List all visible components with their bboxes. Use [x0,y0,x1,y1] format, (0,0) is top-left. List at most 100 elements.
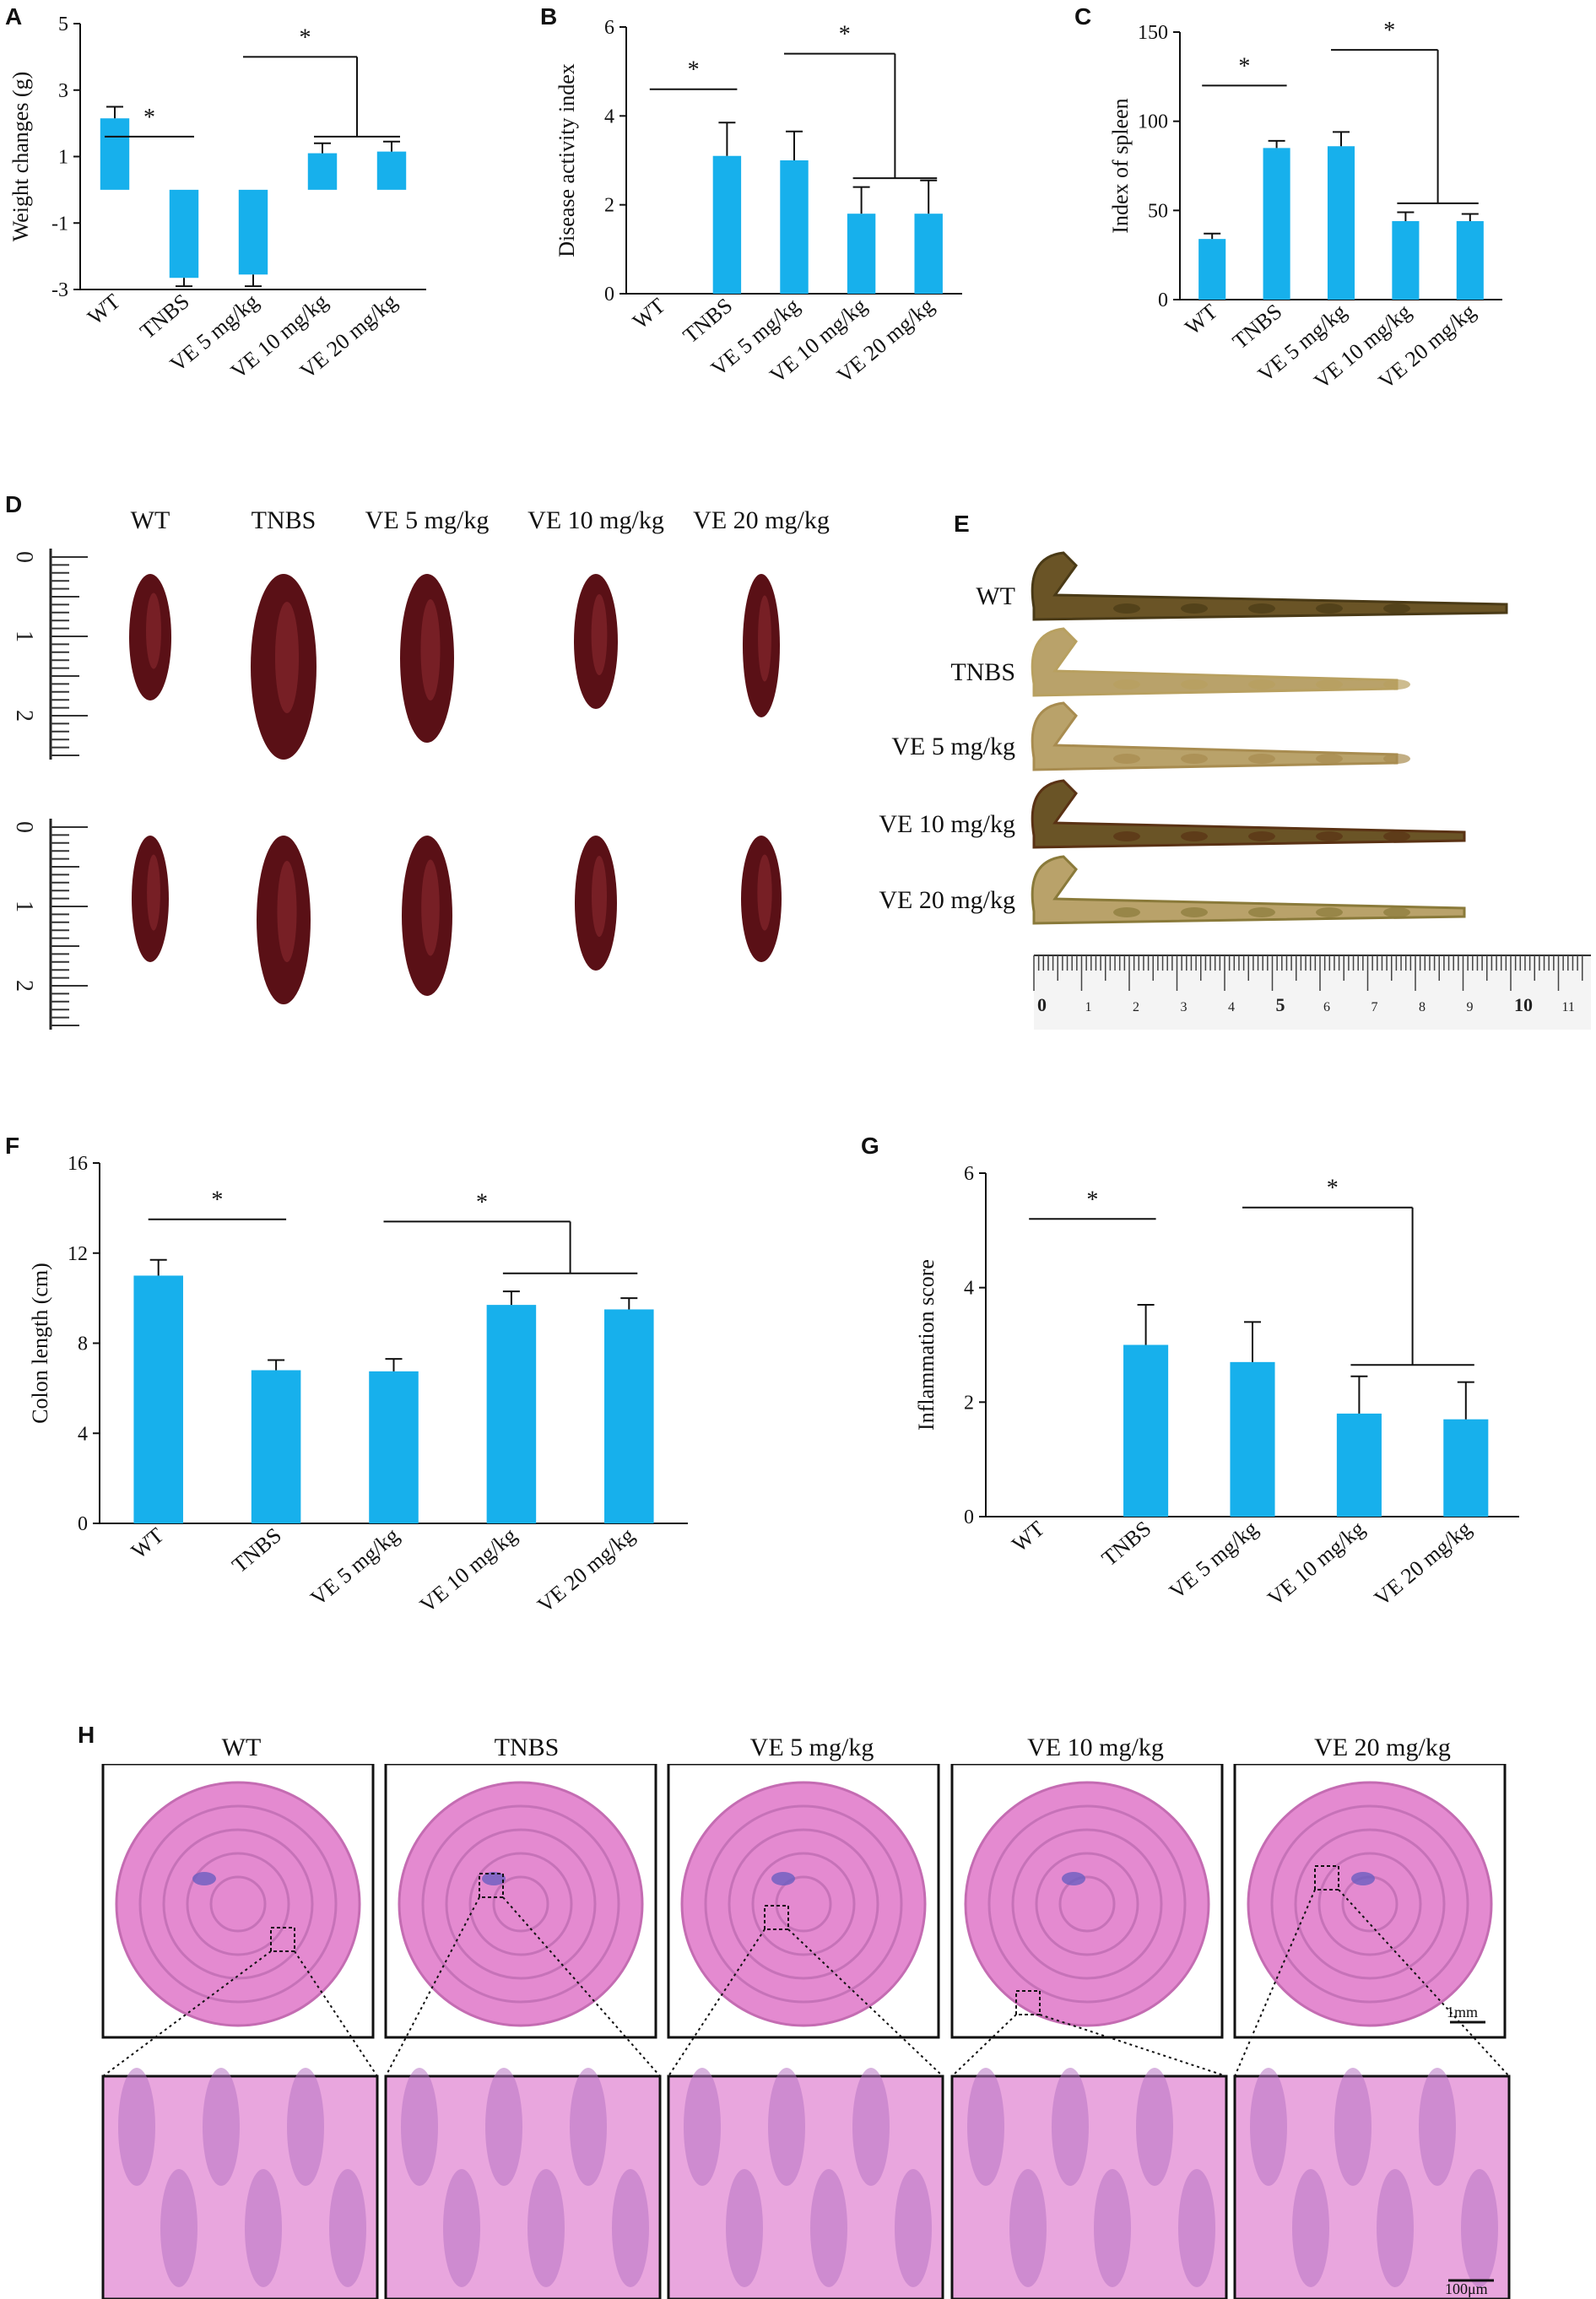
bar-3 [1336,1413,1382,1517]
colon-feces [1248,603,1275,614]
colon-feces [1316,831,1343,841]
colon-feces [1113,907,1140,917]
colon-0 [1031,551,1508,621]
ruler-e-label: 5 [1276,994,1285,1015]
histo-ring [728,1828,879,1980]
colon-feces [1316,907,1343,917]
bar-2 [780,160,809,294]
colon-label-tnbs: TNBS [950,658,1015,686]
y-axis-label: Index of spleen [1108,98,1133,233]
histo-ring [445,1828,597,1980]
x-tick-label: TNBS [1228,299,1287,354]
histo-ring [775,1875,832,1933]
ruler-d-label: 0 [11,821,37,833]
bar-1 [1263,148,1290,300]
ruler-d-label: 2 [11,710,37,722]
spleen-highlight [277,861,297,962]
histo-zoom-guide-left [385,1896,480,2077]
panel-letter-f: F [5,1133,20,1159]
colon-feces [1181,754,1208,764]
spleen-highlight [147,854,160,931]
bar-0 [100,118,130,190]
ruler-e-label: 9 [1467,1000,1474,1014]
x-tick-label: VE 10 mg/kg [1263,1516,1369,1610]
significance-star: * [476,1189,488,1215]
histo-section-3 [964,1781,1210,2027]
significance-star: * [688,57,700,84]
significance-star: * [1327,1176,1339,1202]
histo-zoom-region-3 [1015,1990,1041,2015]
x-tick-label: VE 20 mg/kg [533,1523,639,1617]
x-tick-label: WT [1007,1516,1049,1556]
histo-ring [751,1852,856,1956]
histo-label-ve10: VE 10 mg/kg [1027,1734,1164,1761]
histo-zoom-guide-right [502,1896,661,2077]
histo-section-0 [115,1781,361,2027]
x-tick-label: WT [628,293,670,333]
histo-crypt [118,2068,155,2186]
y-tick-label: 4 [78,1423,88,1445]
colon-photo-stack: 0 1 2 3 4 5 6 7 8 9 10 11 [1031,551,1591,1030]
colon-feces [1248,679,1275,690]
bar-3 [847,214,876,294]
significance-star: * [211,1187,223,1214]
histo-ring [421,1804,620,2004]
x-tick-label: TNBS [679,293,738,348]
colon-feces [1248,907,1275,917]
bar-3 [486,1305,537,1523]
bar-4 [914,214,943,294]
spleen-highlight [592,856,607,937]
histo-crypt [1419,2068,1456,2186]
x-tick-label: TNBS [1097,1516,1156,1571]
histo-crypt [967,2068,1004,2186]
histo-ring [1317,1852,1422,1956]
spleen-highlight [420,599,441,701]
chart-colon-length: 16 12 8 4 0 Colon length (cm) WT TNBS VE 5 mg/kg… [28,1153,688,1618]
ruler-e-label: 7 [1371,1000,1378,1014]
bar-1 [1123,1344,1169,1517]
histo-ring [704,1804,903,2004]
histo-section-1 [398,1781,644,2027]
histo-lymph-node [1062,1872,1085,1885]
y-tick-label: 6 [964,1163,974,1185]
histo-lymph-node [482,1872,506,1885]
ruler-e-body [1034,954,1591,1030]
colon-feces [1181,907,1208,917]
y-tick-label: 0 [1158,289,1168,311]
ruler-d-label: 1 [11,901,37,912]
bar-3 [1392,221,1420,300]
ruler-d-label: 0 [11,551,37,563]
ruler-e-label: 8 [1419,1000,1426,1014]
scalebar-zoom-label: 100μm [1445,2280,1488,2297]
spleen-highlight [758,595,771,682]
y-tick-label: 6 [604,17,614,39]
spleen-highlight [591,594,608,675]
x-tick-label: VE 5 mg/kg [306,1523,403,1610]
colon-feces [1383,831,1410,841]
x-tick-label: TNBS [227,1523,286,1577]
histo-crypt [1334,2068,1371,2186]
spleen-highlight [421,859,440,956]
y-tick-label: 0 [604,284,614,306]
colon-feces [1181,603,1208,614]
histo-ring [492,1875,549,1933]
histo-crypt [1377,2169,1414,2287]
panel-letter-a: A [5,3,23,30]
x-tick-label: WT [127,1523,169,1563]
histology-grid: 1mm 100μm [101,1764,1511,2299]
histo-crypt [1009,2169,1047,2287]
histo-ring [468,1852,573,1956]
ruler-e-label: 6 [1323,1000,1330,1014]
histo-ring [1011,1828,1163,1980]
significance-star: * [300,24,311,51]
bar-2 [1230,1361,1275,1517]
histo-label-tnbs: TNBS [494,1734,560,1761]
colon-feces [1383,679,1410,690]
histo-lymph-node [192,1872,216,1885]
ruler-e-label: 4 [1228,1000,1235,1014]
ruler-e-label: 1 [1085,1000,1092,1014]
